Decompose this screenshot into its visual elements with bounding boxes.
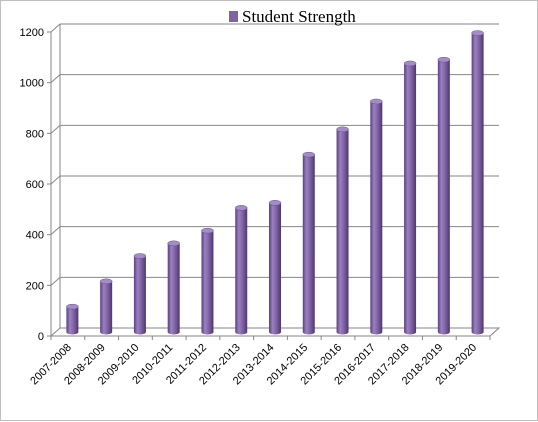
bar-body [133, 256, 146, 335]
axes [47, 24, 501, 340]
bar-body [269, 202, 281, 335]
bar [370, 98, 383, 335]
bars [66, 30, 484, 335]
bar-cap [302, 151, 316, 158]
bar-body [437, 59, 450, 335]
bar [403, 60, 417, 335]
y-tick-label: 1000 [20, 78, 44, 90]
bar-body [167, 243, 180, 335]
bar-cap [201, 227, 214, 234]
legend-label: Student Strength [242, 7, 356, 26]
y-tick-label: 1200 [20, 27, 44, 39]
bar-cap [336, 126, 349, 133]
bar [336, 126, 349, 335]
gridline-depth [50, 23, 61, 33]
gridline-depth [50, 74, 61, 84]
bar-cap [99, 278, 113, 285]
bar [99, 278, 113, 335]
gridline-depth [50, 226, 61, 236]
gridlines [50, 23, 499, 286]
y-tick-label: 600 [26, 179, 44, 191]
bar-body [370, 101, 383, 335]
bar-body [302, 154, 315, 335]
y-tick-label: 400 [26, 230, 44, 242]
bar-cap [268, 200, 282, 206]
legend-swatch [229, 11, 238, 22]
bar-body [100, 281, 113, 335]
bar [302, 151, 316, 335]
legend: Student Strength [229, 7, 356, 26]
bar-body [201, 230, 214, 335]
bar [268, 200, 282, 335]
bar-cap [471, 30, 484, 36]
y-tick-label: 800 [26, 128, 44, 140]
bar-body [404, 63, 417, 335]
bar-cap [167, 240, 180, 247]
x-tick-labels: 2007-20082008-20092009-20102010-20112011… [28, 342, 479, 388]
bar [167, 240, 180, 335]
bar-cap [437, 56, 451, 63]
bar [133, 253, 147, 335]
bar-body [471, 33, 484, 335]
gridline-depth [50, 124, 61, 134]
bar-body [336, 129, 349, 335]
bar-body [66, 306, 79, 335]
gridline-depth [50, 276, 61, 286]
bar-cap [66, 303, 79, 310]
bar [234, 205, 248, 335]
gridline-depth [50, 175, 61, 185]
y-tick-label: 200 [26, 280, 44, 292]
bar [201, 227, 214, 335]
bar-cap [403, 60, 417, 67]
y-tick-label: 0 [38, 331, 44, 343]
bar-body [235, 207, 248, 335]
bar [471, 30, 484, 335]
bar [437, 56, 451, 335]
bar [66, 303, 79, 335]
bar-cap [234, 205, 248, 211]
y-tick-labels: 0 200 400 600 800 1000 1200 [20, 27, 44, 343]
bar-cap [133, 253, 147, 259]
bar-cap [370, 98, 383, 105]
